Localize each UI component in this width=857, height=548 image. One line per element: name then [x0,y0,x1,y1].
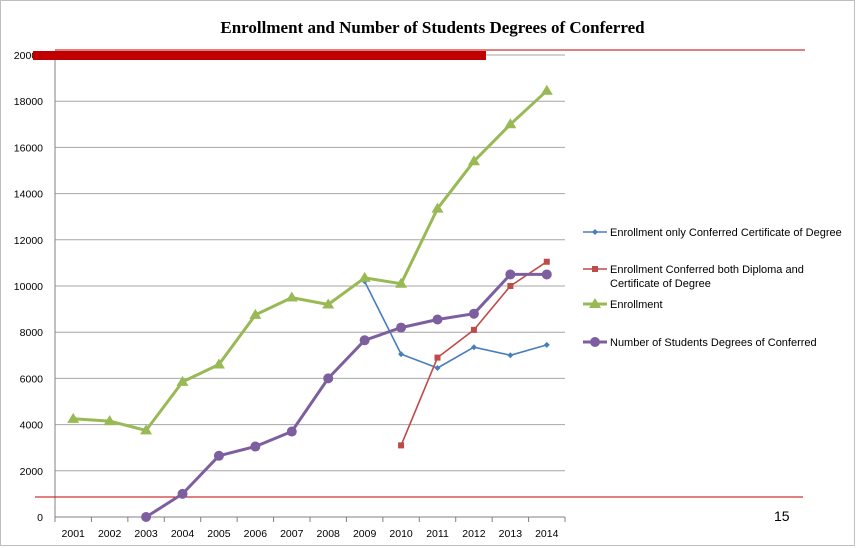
legend-item-2: Enrollment Conferred both Diploma and Cer… [583,264,804,290]
data-point [590,337,600,347]
data-point [398,442,405,449]
data-point [432,314,443,325]
x-tick-label: 2010 [389,528,413,540]
chart-title: Enrollment and Number of Students Degree… [220,18,645,37]
y-tick-label: 10000 [14,281,43,293]
data-point [541,269,552,280]
legend-item-3: Enrollment [583,298,663,311]
legend-label: Enrollment [610,299,663,311]
series-line [73,89,548,432]
y-tick-label: 6000 [20,373,44,385]
x-tick-label: 2007 [280,528,304,540]
data-point [67,412,80,423]
data-point [468,308,479,319]
x-tick-label: 2014 [535,528,559,540]
data-point [589,298,601,308]
series-line [400,261,548,446]
data-point [359,335,370,346]
data-point [543,258,550,265]
y-tick-label: 2000 [20,466,44,478]
data-point [467,155,480,166]
x-tick-label: 2008 [317,528,341,540]
data-point [470,326,477,333]
y-tick-label: 0 [37,512,43,524]
data-point [322,298,335,309]
series-line [145,272,547,519]
series-3 [67,84,553,435]
x-tick-label: 2002 [98,528,122,540]
data-point [592,229,598,235]
y-tick-label: 16000 [14,142,43,154]
legend-item-1: Enrollment only Conferred Certificate of… [583,227,842,239]
data-point [504,118,517,129]
data-point [285,291,298,302]
series-line [363,281,548,369]
decor-red-bar [33,51,486,60]
x-tick-label: 2012 [462,528,486,540]
x-tick-label: 2009 [353,528,377,540]
x-tick-label: 2003 [134,528,158,540]
data-point [249,308,262,319]
data-point [141,512,152,522]
x-tick-label: 2006 [244,528,268,540]
legend-label: Enrollment only Conferred Certificate of… [610,227,842,239]
data-point [434,365,441,372]
x-tick-label: 2001 [62,528,86,540]
y-tick-label: 18000 [14,96,43,108]
legend-item-4: Number of Students Degrees of Conferred [583,337,817,349]
data-point [286,426,297,437]
data-point [507,352,514,359]
legend-label: Enrollment Conferred both Diploma and Cer… [610,264,804,290]
data-point [212,358,225,369]
data-point [592,266,598,272]
legend-label: Number of Students Degrees of Conferred [610,337,817,349]
data-point [176,375,189,386]
data-point [434,354,441,361]
y-tick-label: 12000 [14,235,43,247]
x-tick-label: 2004 [171,528,195,540]
data-point [398,351,405,358]
page-number: 15 [774,508,790,524]
data-point [323,373,334,384]
data-point [507,283,514,289]
data-point [505,269,516,280]
data-point [540,84,553,95]
data-point [177,488,188,499]
data-point [470,344,477,351]
series-1 [361,278,550,372]
data-point [103,415,116,426]
series-4 [141,269,552,522]
data-point [396,322,407,333]
x-tick-label: 2013 [499,528,523,540]
y-tick-label: 8000 [20,327,44,339]
data-point [250,441,261,452]
data-point [358,271,371,282]
data-point [431,202,444,213]
data-point [543,341,550,348]
y-tick-label: 14000 [14,189,43,201]
data-point [213,450,224,461]
data-point [395,277,408,288]
x-tick-label: 2011 [426,528,449,540]
data-point [140,424,153,435]
x-tick-label: 2005 [207,528,231,540]
series-2 [398,258,550,449]
y-tick-label: 4000 [20,420,44,432]
